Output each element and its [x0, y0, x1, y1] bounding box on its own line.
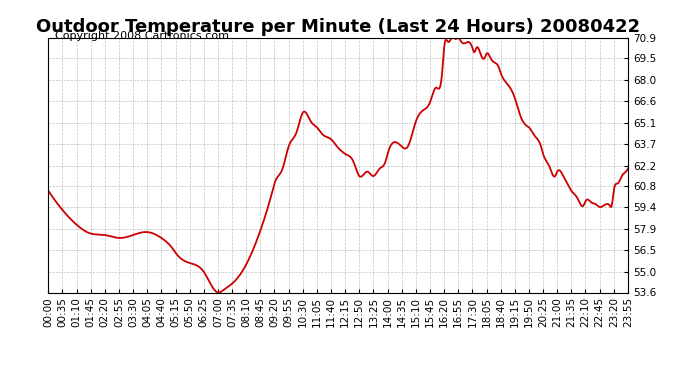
Title: Outdoor Temperature per Minute (Last 24 Hours) 20080422: Outdoor Temperature per Minute (Last 24 … — [36, 18, 640, 36]
Text: Copyright 2008 Cartronics.com: Copyright 2008 Cartronics.com — [55, 32, 229, 41]
